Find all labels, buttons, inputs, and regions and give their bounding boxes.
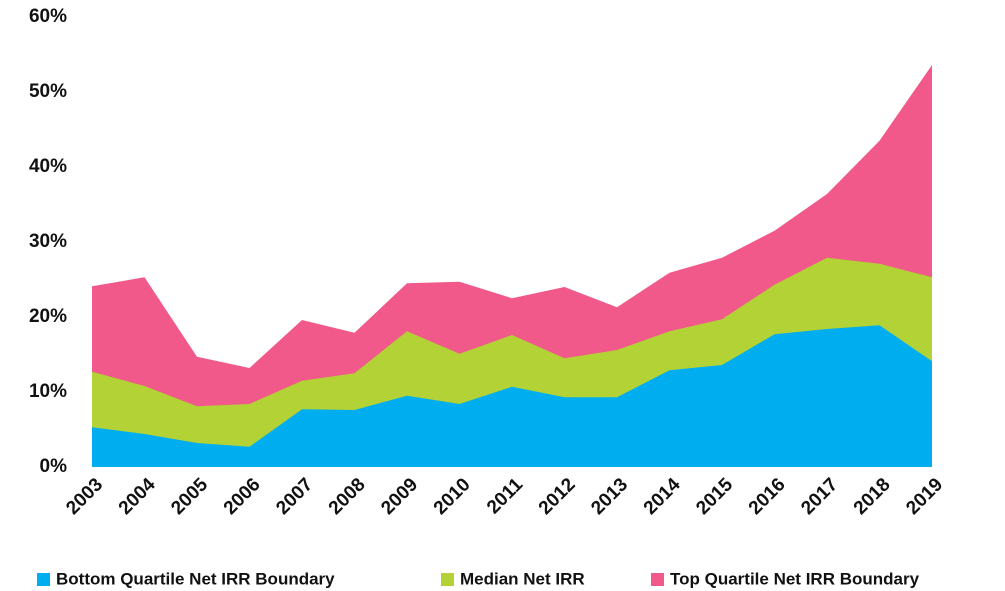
- y-tick-label: 30%: [29, 231, 67, 252]
- y-tick-label: 20%: [29, 306, 67, 327]
- x-tick-label: 2007: [272, 474, 317, 519]
- legend-swatch: [651, 573, 664, 586]
- y-tick-label: 40%: [29, 156, 67, 177]
- x-tick-label: 2003: [62, 474, 107, 519]
- x-tick-label: 2016: [745, 474, 790, 519]
- x-tick-label: 2013: [587, 474, 632, 519]
- x-tick-label: 2014: [640, 474, 685, 519]
- x-tick-label: 2019: [902, 474, 947, 519]
- area: [92, 325, 932, 467]
- x-tick-label: 2004: [115, 474, 160, 519]
- y-tick-label: 60%: [29, 6, 67, 27]
- legend-swatch: [37, 573, 50, 586]
- legend-label: Median Net IRR: [460, 569, 585, 588]
- y-tick-label: 10%: [29, 381, 67, 402]
- x-tick-label: 2010: [430, 474, 475, 519]
- x-tick-label: 2017: [797, 474, 842, 519]
- legend-label: Top Quartile Net IRR Boundary: [670, 569, 920, 588]
- y-tick-label: 0%: [40, 456, 68, 477]
- x-tick-label: 2009: [377, 474, 422, 519]
- x-tick-label: 2006: [220, 474, 265, 519]
- x-tick-label: 2011: [483, 474, 527, 518]
- x-tick-label: 2015: [692, 474, 737, 519]
- x-tick-label: 2018: [850, 474, 895, 519]
- x-tick-label: 2005: [167, 474, 212, 519]
- y-tick-label: 50%: [29, 81, 67, 102]
- legend-swatch: [441, 573, 454, 586]
- x-tick-label: 2008: [325, 474, 370, 519]
- x-tick-label: 2012: [535, 474, 580, 519]
- legend-label: Bottom Quartile Net IRR Boundary: [56, 569, 335, 588]
